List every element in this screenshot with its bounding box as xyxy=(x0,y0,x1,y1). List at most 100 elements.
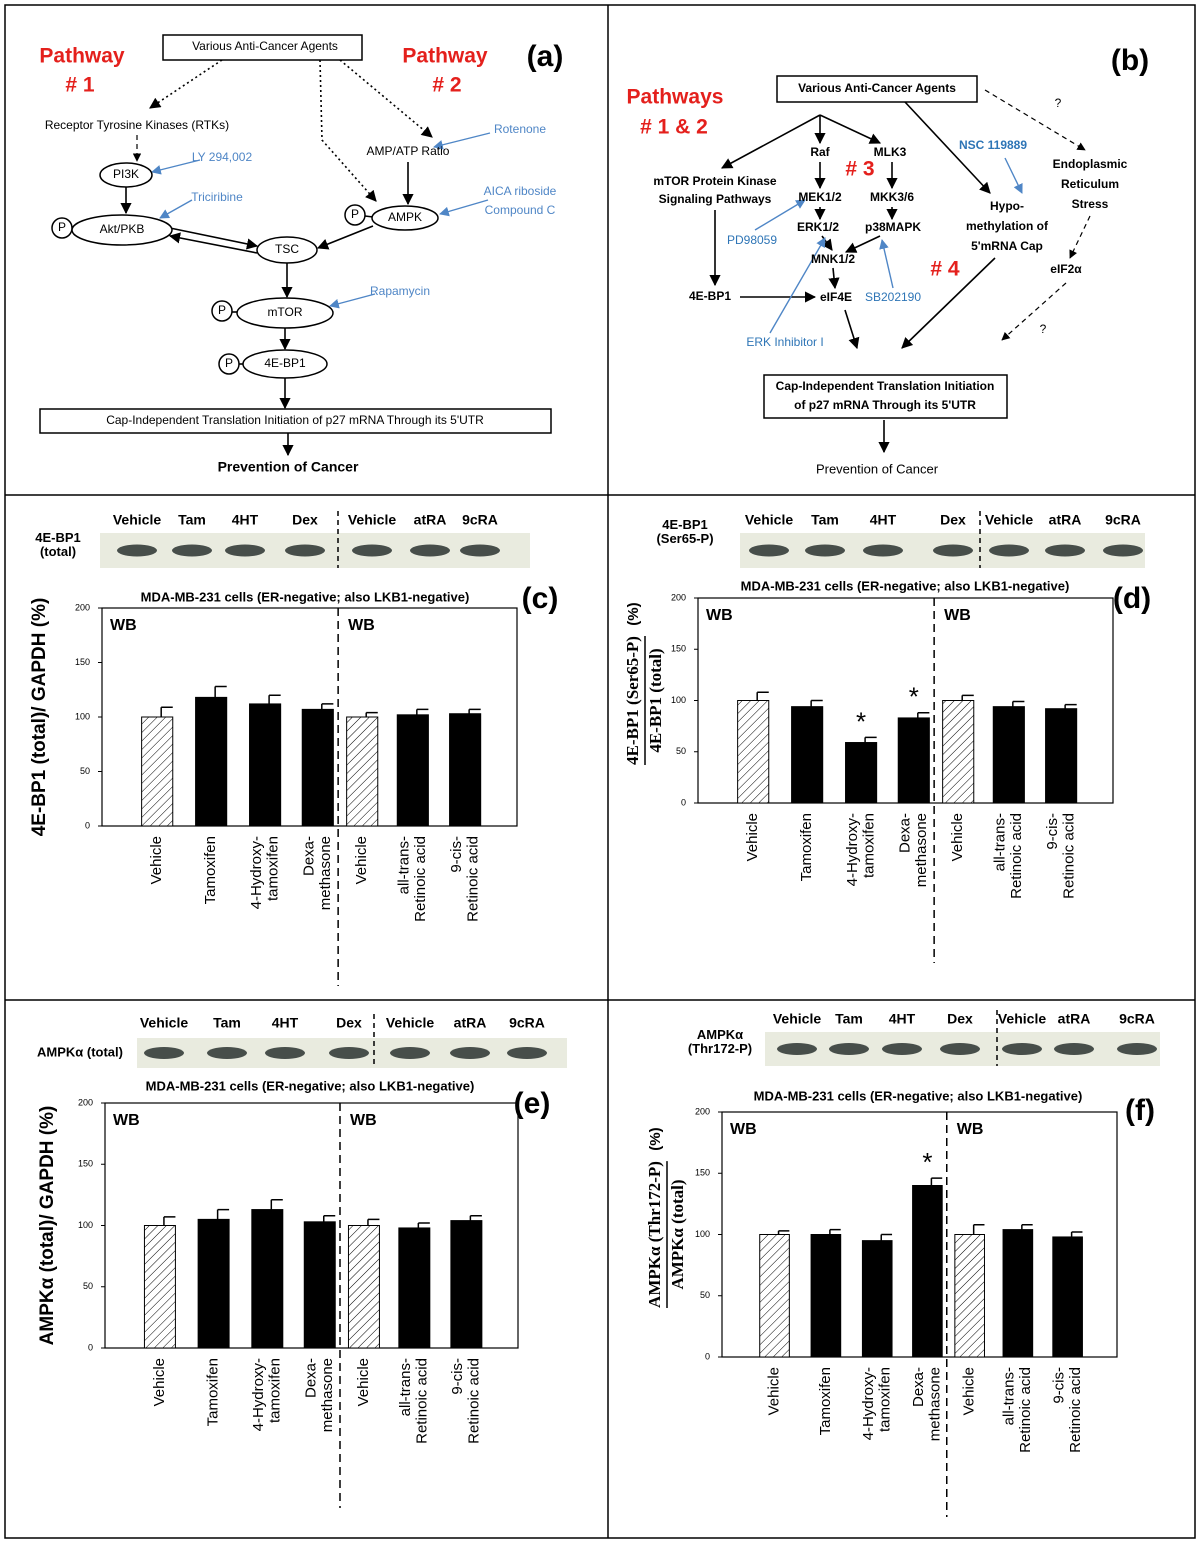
phospho xyxy=(211,300,233,322)
error-bar xyxy=(1070,1231,1083,1237)
bar xyxy=(810,1234,842,1358)
significance-marker: * xyxy=(856,706,866,736)
bar-chart: Vehicle Tam 4HT Dex Vehicle atRA 9cRA 4E-BP1 (Se… xyxy=(623,511,1151,963)
x-tick-label: 4-Hydroxy-tamoxifen xyxy=(844,813,878,886)
pathway-label: Pathways xyxy=(627,86,724,109)
bar xyxy=(251,1209,284,1349)
lane-label: Vehicle xyxy=(773,1011,821,1027)
question-mark: ? xyxy=(1040,322,1047,336)
lane-label: Vehicle xyxy=(348,512,396,528)
blot-band xyxy=(450,1047,490,1059)
lane-label: 9cRA xyxy=(509,1015,545,1031)
panel-label: (c) xyxy=(522,582,559,615)
panel-label: (e) xyxy=(514,1087,551,1120)
node-label: Various Anti-Cancer Agents xyxy=(798,81,956,95)
lane-label: 4HT xyxy=(870,512,897,528)
blot-band xyxy=(172,544,212,557)
x-label-group: 9-cis-Retinoic acid xyxy=(1044,813,1078,899)
lane-label: atRA xyxy=(454,1015,487,1031)
error-bar xyxy=(365,711,378,717)
x-tick-label: Dexa-methasone xyxy=(910,1367,944,1441)
error-bar xyxy=(163,1216,176,1226)
x-label-group: 4-Hydroxy-tamoxifen xyxy=(844,813,878,886)
y-tick-label: 200 xyxy=(75,602,90,612)
node-label: PI3K xyxy=(113,167,139,181)
x-tick-label: 9-cis-Retinoic acid xyxy=(1050,1367,1084,1453)
y-tick-label: 150 xyxy=(671,644,686,654)
panel-b: (b) Pathways # 1 & 2 Various Anti-Cancer… xyxy=(627,44,1150,477)
node-label: methylation of xyxy=(966,219,1049,233)
x-label-group: Vehicle xyxy=(766,1367,783,1415)
lane-label: Dex xyxy=(947,1011,973,1027)
error-bar xyxy=(270,1199,283,1210)
y-tick-label: 50 xyxy=(80,766,90,776)
x-label-group: Vehicle xyxy=(744,813,761,861)
lane-label: Dex xyxy=(292,512,318,528)
x-tick-label: all-trans-Retinoic acid xyxy=(397,1358,431,1444)
y-tick-label: 50 xyxy=(676,746,686,756)
x-label-group: Vehicle xyxy=(961,1367,978,1415)
chart-title: MDA-MB-231 cells (ER-negative; also LKB1… xyxy=(754,1088,1083,1103)
x-tick-label: Vehicle xyxy=(355,1358,372,1406)
x-label-group: all-trans-Retinoic acid xyxy=(396,836,430,922)
y-tick-label: 100 xyxy=(671,695,686,705)
lane-label: 9cRA xyxy=(1119,1011,1155,1027)
blot-band xyxy=(1045,544,1085,557)
frame xyxy=(4,4,1196,1539)
bar xyxy=(992,706,1025,804)
inhibitor-label: Compound C xyxy=(485,203,556,217)
bar xyxy=(897,717,930,804)
blot-band xyxy=(989,544,1029,557)
lane-label: Tam xyxy=(178,512,206,528)
lane-label: atRA xyxy=(414,512,447,528)
phospho-label: P xyxy=(218,303,226,317)
blot-band xyxy=(390,1047,430,1059)
blot-label: AMPKα (total) xyxy=(37,1044,123,1059)
lane-label: Tam xyxy=(213,1015,241,1031)
y-axis-denominator: AMPKα (total) xyxy=(668,1179,687,1289)
blot-band xyxy=(352,544,392,557)
node-box xyxy=(39,408,552,434)
node xyxy=(236,297,334,329)
error-bar xyxy=(810,699,823,707)
x-tick-label: Dexa-methasone xyxy=(897,813,931,887)
node-label: eIF2α xyxy=(1050,262,1082,276)
node xyxy=(256,236,318,264)
error-bar xyxy=(268,694,281,704)
chart-title: MDA-MB-231 cells (ER-negative; also LKB1… xyxy=(146,1078,475,1093)
y-axis-denominator: 4E-BP1 (total) xyxy=(646,648,665,752)
y-tick-label: 0 xyxy=(88,1342,93,1352)
blot-band xyxy=(805,544,845,557)
error-bar xyxy=(1064,703,1077,709)
error-bar xyxy=(756,691,769,701)
blot-band xyxy=(460,544,500,557)
bar-chart: Vehicle Tam 4HT Dex Vehicle atRA 9cRA AMPKα (Thr… xyxy=(645,1010,1160,1517)
node xyxy=(99,162,153,188)
bar xyxy=(398,1227,431,1349)
inhibitor-label: ERK Inhibitor I xyxy=(746,335,823,349)
bar xyxy=(303,1221,336,1349)
chart-title: MDA-MB-231 cells (ER-negative; also LKB1… xyxy=(741,578,1070,593)
error-bar xyxy=(917,712,930,718)
y-axis-title: AMPKα (total)/ GAPDH (%) xyxy=(37,1106,58,1346)
x-tick-label: 4-Hydroxy-tamoxifen xyxy=(860,1367,894,1440)
lane-label: Tam xyxy=(811,512,839,528)
blot-label: AMPKα (Thr172-P) xyxy=(688,1027,752,1056)
x-label-group: all-trans-Retinoic acid xyxy=(992,813,1025,899)
phospho-label: P xyxy=(351,207,359,221)
node xyxy=(242,349,328,379)
y-tick-label: 50 xyxy=(83,1281,93,1291)
bar xyxy=(1002,1229,1034,1358)
x-tick-label: Dexa-methasone xyxy=(301,836,335,910)
lane-label: Vehicle xyxy=(386,1015,434,1031)
blot-band xyxy=(829,1043,869,1055)
blot-label: 4E-BP1 (Ser65-P) xyxy=(656,517,713,546)
lane-label: Vehicle xyxy=(113,512,161,528)
pathway-label: # 1 xyxy=(65,74,95,97)
error-bar xyxy=(972,1223,985,1235)
lane-label: atRA xyxy=(1058,1011,1091,1027)
blot-band xyxy=(1002,1043,1042,1055)
x-tick-label: Tamoxifen xyxy=(817,1367,834,1435)
x-label-group: Vehicle xyxy=(151,1358,168,1406)
node-label: Cap-Independent Translation Initiation o… xyxy=(106,413,484,427)
